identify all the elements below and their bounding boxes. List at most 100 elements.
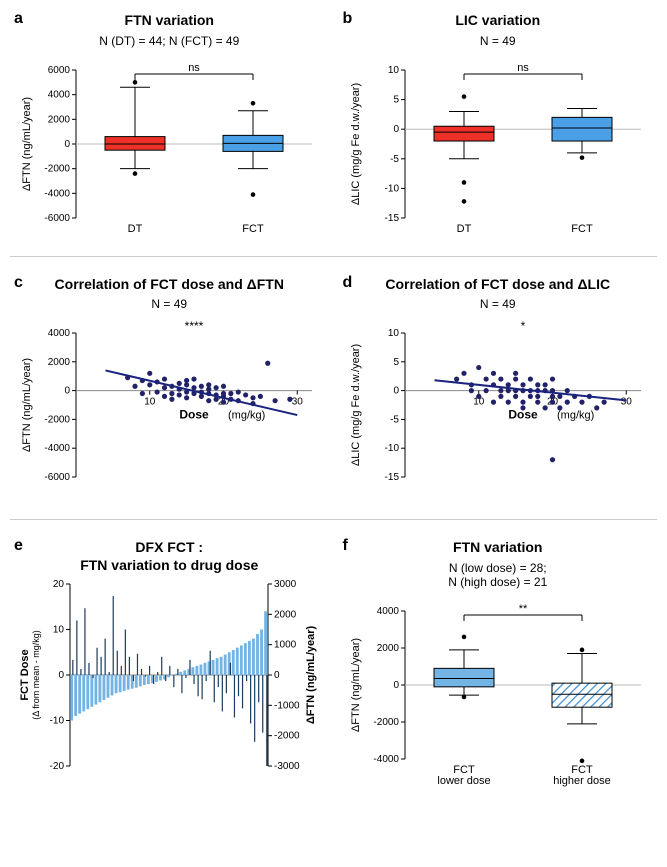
svg-text:-6000: -6000 — [45, 472, 71, 483]
svg-text:1000: 1000 — [274, 640, 297, 651]
svg-text:Dose: Dose — [180, 408, 210, 422]
svg-text:0: 0 — [59, 670, 65, 681]
svg-text:4000: 4000 — [48, 328, 71, 339]
figure-grid: a FTN variation N (DT) = 44; N (FCT) = 4… — [10, 10, 657, 789]
svg-text:(mg/kg): (mg/kg) — [557, 410, 594, 422]
svg-text:0: 0 — [274, 670, 280, 681]
panel-b-title: LIC variation — [339, 12, 658, 30]
panel-c-sub: N = 49 — [10, 297, 329, 311]
svg-text:-5: -5 — [390, 414, 399, 425]
panel-f-chart: -4000-2000020004000ΔFTN (ng/mL/year)**FC… — [343, 589, 653, 789]
panel-c-title: Correlation of FCT dose and ΔFTN — [10, 276, 329, 294]
svg-text:-4000: -4000 — [45, 188, 71, 199]
svg-text:-6000: -6000 — [45, 213, 71, 224]
svg-text:-2000: -2000 — [373, 717, 399, 728]
svg-text:DT: DT — [128, 223, 143, 235]
svg-text:5: 5 — [393, 357, 399, 368]
svg-text:10: 10 — [388, 328, 400, 339]
svg-text:*: * — [520, 319, 525, 333]
panel-c-letter: c — [14, 274, 23, 292]
svg-text:-15: -15 — [384, 472, 399, 483]
svg-text:ΔLIC (mg/g Fe d.w./year): ΔLIC (mg/g Fe d.w./year) — [350, 82, 362, 204]
svg-text:****: **** — [185, 319, 204, 333]
panel-e-letter: e — [14, 537, 23, 555]
panel-c-chart: -6000-4000-2000020004000102030****ΔFTN (… — [14, 311, 324, 511]
svg-text:-2000: -2000 — [45, 163, 71, 174]
svg-text:-20: -20 — [50, 761, 65, 772]
panel-b-chart: -15 -10 -5 0 5 10 ΔLIC (mg/g Fe d.w./year) ns DT… — [343, 48, 653, 248]
panel-f-sub: N (low dose) = 28; N (high dose) = 21 — [339, 561, 658, 589]
svg-text:5: 5 — [393, 94, 399, 105]
svg-text:10: 10 — [144, 397, 156, 408]
panel-a-letter: a — [14, 10, 23, 28]
svg-text:-15: -15 — [384, 213, 399, 224]
svg-text:-10: -10 — [50, 716, 65, 727]
svg-text:-1000: -1000 — [274, 700, 300, 711]
panel-e: e DFX FCT : FTN variation to drug dose -… — [10, 537, 329, 789]
svg-text:0: 0 — [393, 680, 399, 691]
svg-text:(Δ from mean - mg/kg): (Δ from mean - mg/kg) — [31, 630, 41, 720]
svg-text:ΔFTN (ng/mL/year): ΔFTN (ng/mL/year) — [21, 96, 33, 190]
divider-1 — [10, 256, 657, 258]
svg-text:**: ** — [518, 603, 527, 615]
svg-text:-2000: -2000 — [274, 731, 300, 742]
svg-text:0: 0 — [65, 139, 71, 150]
panel-f: f FTN variation N (low dose) = 28; N (hi… — [339, 537, 658, 789]
svg-text:4000: 4000 — [48, 89, 71, 100]
svg-text:ΔFTN (ng/mL/year): ΔFTN (ng/mL/year) — [305, 625, 317, 724]
panel-a-title: FTN variation — [10, 12, 329, 30]
svg-text:ns: ns — [517, 62, 529, 74]
panel-d: d Correlation of FCT dose and ΔLIC N = 4… — [339, 274, 658, 512]
svg-text:FCT Dose: FCT Dose — [19, 649, 31, 700]
svg-text:2000: 2000 — [274, 609, 297, 620]
svg-text:3000: 3000 — [274, 579, 297, 590]
panel-b-sub: N = 49 — [339, 34, 658, 48]
panel-f-title: FTN variation — [339, 539, 658, 557]
svg-text:2000: 2000 — [377, 643, 400, 654]
svg-text:10: 10 — [53, 625, 65, 636]
svg-text:2000: 2000 — [48, 357, 71, 368]
svg-text:30: 30 — [620, 397, 632, 408]
panel-f-sub-l2: N (high dose) = 21 — [448, 575, 547, 589]
svg-text:-10: -10 — [384, 183, 399, 194]
svg-text:6000: 6000 — [48, 65, 71, 76]
panel-e-title-l1: DFX FCT : — [135, 539, 203, 555]
panel-f-sub-l1: N (low dose) = 28; — [449, 561, 547, 575]
svg-text:20: 20 — [53, 579, 65, 590]
panel-c: c Correlation of FCT dose and ΔFTN N = 4… — [10, 274, 329, 512]
svg-text:ΔFTN (ng/mL/year): ΔFTN (ng/mL/year) — [21, 358, 33, 452]
panel-a-sub: N (DT) = 44; N (FCT) = 49 — [10, 34, 329, 48]
panel-b: b LIC variation N = 49 -15 -10 -5 0 5 10 ΔLIC … — [339, 10, 658, 248]
svg-text:-5: -5 — [390, 153, 399, 164]
svg-text:-4000: -4000 — [45, 443, 71, 454]
panel-e-title: DFX FCT : FTN variation to drug dose — [10, 539, 329, 574]
panel-d-sub: N = 49 — [339, 297, 658, 311]
svg-text:0: 0 — [65, 386, 71, 397]
svg-text:10: 10 — [388, 65, 400, 76]
svg-text:DT: DT — [456, 223, 471, 235]
panel-f-letter: f — [343, 537, 348, 555]
svg-text:-10: -10 — [384, 443, 399, 454]
svg-text:-4000: -4000 — [373, 754, 399, 765]
svg-text:lower dose: lower dose — [437, 775, 490, 787]
panel-a: a FTN variation N (DT) = 44; N (FCT) = 4… — [10, 10, 329, 248]
svg-text:ns: ns — [188, 62, 200, 74]
svg-text:FCT: FCT — [571, 223, 593, 235]
svg-text:0: 0 — [393, 124, 399, 135]
svg-text:ΔFTN (ng/mL/year): ΔFTN (ng/mL/year) — [350, 637, 362, 731]
panel-e-chart: -20-1001020-3000-2000-10000100020003000F… — [14, 574, 324, 784]
svg-text:FCT: FCT — [243, 223, 265, 235]
svg-text:higher dose: higher dose — [553, 775, 611, 787]
svg-text:(mg/kg): (mg/kg) — [228, 410, 265, 422]
panel-a-chart: -6000 -4000 -2000 0 2000 4000 6000 ΔFTN (ng/mL/… — [14, 48, 324, 248]
svg-text:ΔLIC (mg/g Fe d.w./year): ΔLIC (mg/g Fe d.w./year) — [350, 344, 362, 466]
panel-d-letter: d — [343, 274, 353, 292]
panel-d-chart: -15-10-50510102030*ΔLIC (mg/g Fe d.w./ye… — [343, 311, 653, 511]
svg-text:2000: 2000 — [48, 114, 71, 125]
svg-text:-2000: -2000 — [45, 414, 71, 425]
panel-b-letter: b — [343, 10, 353, 28]
divider-2 — [10, 519, 657, 521]
panel-e-title-l2: FTN variation to drug dose — [80, 557, 258, 573]
svg-text:4000: 4000 — [377, 606, 400, 617]
svg-text:0: 0 — [393, 386, 399, 397]
